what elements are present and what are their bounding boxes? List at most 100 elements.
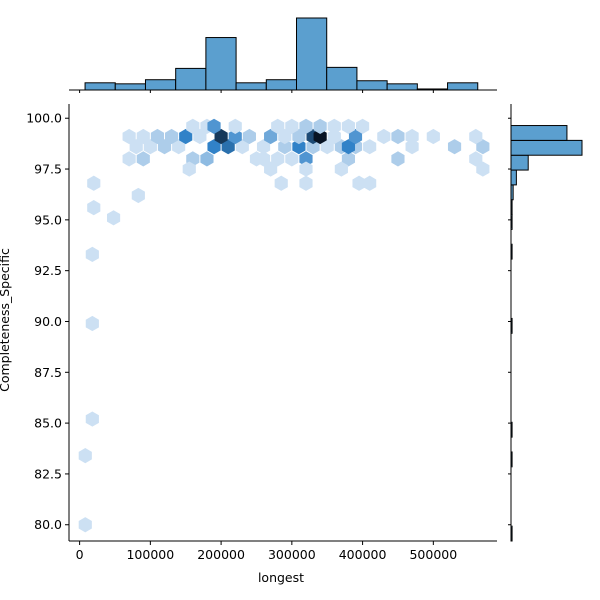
hexbin-cell [348,128,363,145]
hexbin-cell [299,151,313,167]
hexbin-cell [165,128,179,145]
y-tick-label: 97.5 [34,162,62,177]
main-hexbin-plot [68,104,497,542]
hexbin-cell [469,128,483,145]
hexbin-cell [405,139,419,155]
hexbin-cell [341,151,356,167]
hexbin-cell [200,151,214,167]
x-axis-ticks: 0 100000 200000 300000 400000 500000 [76,541,457,562]
hexbin-cell [391,128,405,145]
y-tick-label: 100.0 [26,111,62,126]
hexbin-cell [285,151,299,167]
y-marginal-bar [510,125,568,141]
x-marginal-bar [296,17,328,91]
hexbin-cell [228,118,242,134]
hexbin-cell [363,139,377,155]
x-marginal-bar [356,80,388,91]
x-tick-label: 300000 [268,547,316,562]
hexbin-cell [476,161,490,177]
hexbin-cell [391,151,405,167]
y-tick-label: 85.0 [34,416,62,431]
x-tick-label: 0 [76,547,84,562]
x-marginal-bar [205,37,237,91]
hexbin-cell [221,139,235,155]
hexbin-cell [193,128,207,145]
hexbin-cell [313,128,327,145]
hexbin-cell [85,246,99,263]
hexbin-cell [242,128,256,145]
hexbin-cell [207,139,221,155]
hexbin-cell [476,139,490,155]
x-marginal-bar [84,82,116,91]
hexbin-cell [214,128,228,145]
hexbin-cell [122,151,136,167]
x-tick-label: 200000 [197,547,245,562]
hexbin-cell [313,118,327,134]
hexbin-cell [136,151,150,167]
y-marginal-bar [510,169,517,186]
x-tick-label: 500000 [409,547,457,562]
hexbin-cell [157,139,172,155]
x-axis-label: longest [258,570,304,585]
hexbin-cell [172,139,186,155]
hexbin-cell [356,118,370,134]
y-tick-label: 80.0 [34,517,62,532]
y-axis-ticks: 80.0 82.5 85.0 87.5 90.0 92.5 95.0 97.5 100.0 [26,111,69,532]
hexbin-cell [122,128,136,145]
hexbin-cell [256,139,271,155]
hexbin-cell [292,139,306,155]
x-marginal-bar [235,82,267,91]
hexbin-cell [87,200,101,216]
hexbin-cell [143,139,157,155]
y-tick-label: 87.5 [34,365,62,380]
hexbin-cell [129,139,143,155]
hexbin-cell [85,315,99,332]
y-tick-label: 95.0 [34,212,62,227]
y-axis-label: Completeness_Specific [0,248,12,392]
hexbin-cell [405,128,419,145]
hexbin-cell [207,118,221,134]
hexbin-cell [327,118,341,134]
hexbin-cell [341,118,356,134]
hexbin-cell [426,128,440,145]
hexbin-cell [352,175,366,191]
x-marginal-bar [447,82,479,91]
hexbin-cell [299,161,313,177]
hexbin-cell [228,128,242,145]
hexbin-cell [179,128,193,145]
hexbin-cell [285,118,299,134]
hexbin-cell [249,151,264,167]
x-tick-label: 400000 [339,547,387,562]
hexbin-cell [341,139,356,155]
hexbin-cell [182,161,196,177]
hexbin-cell [78,517,92,533]
hexbin-cell [363,175,377,191]
hexbin-cell [377,128,391,145]
top-marginal-histogram [69,17,497,93]
hexbin-cell [320,139,334,155]
hexbin-cell [299,118,313,134]
hexbin-cell [106,210,121,226]
hexbin-cell [278,139,292,155]
x-marginal-bar [386,83,418,91]
x-marginal-bar [326,66,358,91]
hexbin-cell [447,139,462,155]
hexbin-cell [469,151,483,167]
x-tick-label: 100000 [126,547,174,562]
hexbin-cell [136,128,150,145]
hexbin-cell [271,118,285,134]
y-tick-label: 92.5 [34,263,62,278]
hexbin-cell [235,139,249,155]
hexbin-cell [186,118,200,134]
hexbin-cell [85,411,99,427]
hexbin-cell [292,128,306,145]
hexbin-cell [299,175,313,191]
hexbin-cell [334,161,348,177]
hexbin-cell [150,128,165,145]
hexbin-cell [87,175,101,191]
hexbin-cell [327,128,341,145]
y-tick-label: 90.0 [34,314,62,329]
hexbin-cell [131,187,145,204]
hexbin-cell [271,151,285,167]
